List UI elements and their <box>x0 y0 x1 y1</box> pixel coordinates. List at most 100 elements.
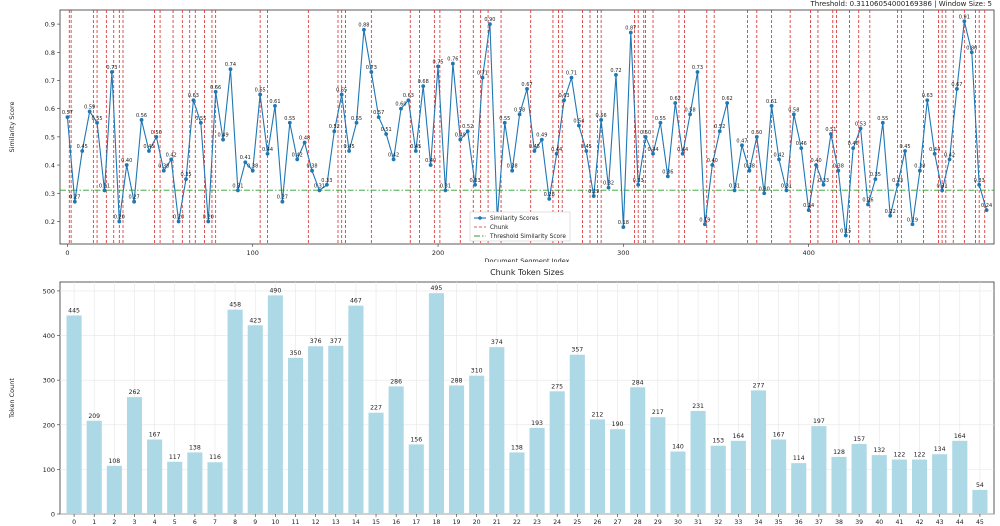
x-tick-label: 43 <box>936 519 944 526</box>
similarity-point <box>147 149 151 153</box>
similarity-point <box>673 101 678 105</box>
similarity-point-label: 0.35 <box>180 172 191 178</box>
token-bar <box>247 325 263 514</box>
similarity-point <box>725 101 730 105</box>
legend-marker-scores <box>478 216 482 220</box>
x-tick-label: 30 <box>674 519 682 526</box>
similarity-point-label: 0.40 <box>121 158 132 164</box>
similarity-point-label: 0.15 <box>840 229 851 235</box>
x-tick-label: 7 <box>213 519 217 526</box>
similarity-point <box>599 118 604 122</box>
similarity-point-label: 0.75 <box>432 59 443 65</box>
token-bar-value-label: 227 <box>370 405 382 412</box>
similarity-point-label: 0.41 <box>240 155 251 161</box>
x-tick-label: 0 <box>72 519 76 526</box>
similarity-point <box>829 132 833 136</box>
similarity-point <box>399 106 403 111</box>
similarity-point-label: 0.20 <box>173 214 184 220</box>
similarity-point-label: 0.31 <box>232 183 243 189</box>
x-tick-label: 18 <box>432 519 440 526</box>
similarity-point-label: 0.76 <box>447 57 458 63</box>
x-tick-label: 5 <box>173 519 177 526</box>
token-bar-value-label: 495 <box>431 285 443 292</box>
similarity-point <box>80 149 85 153</box>
similarity-point-label: 0.58 <box>514 107 525 113</box>
similarity-point <box>191 98 196 103</box>
similarity-point <box>636 182 641 187</box>
similarity-point <box>443 188 448 193</box>
similarity-point <box>310 168 314 173</box>
token-bar-value-label: 108 <box>108 458 120 465</box>
similarity-point <box>843 233 848 238</box>
similarity-point-label: 0.58 <box>788 107 799 113</box>
similarity-point <box>510 168 515 173</box>
similarity-point <box>895 182 900 187</box>
similarity-point <box>784 188 789 193</box>
similarity-point <box>421 84 426 89</box>
similarity-point <box>169 157 174 162</box>
similarity-point-label: 0.47 <box>736 138 747 144</box>
token-bar-value-label: 209 <box>88 413 100 420</box>
x-tick-label: 16 <box>392 519 400 526</box>
similarity-point-label: 0.31 <box>729 183 740 189</box>
similarity-point-label: 0.62 <box>670 96 681 102</box>
y-tick-label: 0 <box>51 511 55 519</box>
x-tick-label: 41 <box>895 519 903 526</box>
similarity-point <box>221 137 225 142</box>
similarity-point-label: 0.73 <box>692 65 703 71</box>
token-bar-value-label: 190 <box>612 421 624 428</box>
token-bar-value-label: 350 <box>290 350 302 357</box>
similarity-point <box>554 151 559 156</box>
similarity-point <box>821 182 826 187</box>
token-bar <box>610 429 626 514</box>
similarity-point-label: 0.33 <box>321 178 332 184</box>
similarity-point <box>606 185 611 190</box>
token-bar <box>267 295 283 514</box>
similarity-point-label: 0.55 <box>284 116 295 122</box>
similarity-point <box>65 115 70 120</box>
plot-area <box>59 9 995 245</box>
similarity-point <box>955 87 959 91</box>
token-bar <box>871 455 887 514</box>
token-bar-value-label: 116 <box>209 454 221 461</box>
x-tick-label: 26 <box>594 519 602 526</box>
similarity-point-label: 0.52 <box>714 124 725 130</box>
y-tick-label: 0.3 <box>45 190 55 198</box>
similarity-point <box>384 132 389 136</box>
similarity-point-label: 0.49 <box>536 133 547 139</box>
similarity-point-label: 0.46 <box>848 141 859 147</box>
similarity-point-label: 0.71 <box>566 71 577 77</box>
token-bar <box>851 443 867 514</box>
similarity-point <box>754 134 759 139</box>
similarity-point-label: 0.27 <box>129 195 140 201</box>
similarity-point <box>102 188 107 193</box>
token-bar <box>831 456 847 514</box>
similarity-point <box>665 174 670 179</box>
token-bar-value-label: 490 <box>269 287 281 294</box>
x-tick-label: 42 <box>916 519 924 526</box>
token-bar-value-label: 262 <box>129 389 141 396</box>
x-tick-label: 37 <box>815 519 823 526</box>
similarity-point <box>547 196 552 201</box>
similarity-point-label: 0.33 <box>633 178 644 184</box>
token-bar <box>509 452 525 514</box>
token-bar <box>690 410 706 514</box>
x-tick-label: 24 <box>553 519 561 526</box>
similarity-point <box>302 140 307 145</box>
token-bar-value-label: 376 <box>310 338 322 345</box>
similarity-point <box>858 126 863 131</box>
similarity-point <box>72 199 77 204</box>
token-bar <box>328 345 344 514</box>
similarity-point <box>873 177 878 182</box>
similarity-point <box>717 129 722 134</box>
x-tick-label: 10 <box>271 519 279 526</box>
y-tick-label: 0.6 <box>45 105 55 113</box>
token-bar <box>891 459 907 514</box>
similarity-point-label: 0.73 <box>106 65 117 71</box>
similarity-point-label: 0.50 <box>151 130 162 136</box>
similarity-point-label: 0.65 <box>336 88 347 94</box>
y-tick-label: 500 <box>43 287 55 295</box>
similarity-point <box>265 151 270 156</box>
x-tick-label: 0 <box>65 249 69 257</box>
